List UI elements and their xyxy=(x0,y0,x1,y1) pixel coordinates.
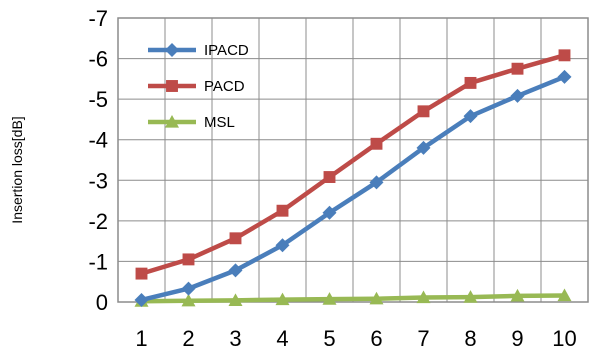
data-series xyxy=(134,49,572,307)
legend-label: IPACD xyxy=(204,42,249,59)
data-point-ipacd xyxy=(557,69,572,84)
data-point-ipacd xyxy=(181,281,196,296)
data-point-msl xyxy=(510,288,525,302)
data-point-msl xyxy=(181,293,196,307)
data-point-pacd xyxy=(276,204,289,217)
x-tick-label: 3 xyxy=(229,326,241,351)
legend-label: PACD xyxy=(204,78,245,95)
data-point-pacd xyxy=(464,76,477,89)
y-tick-label: -5 xyxy=(88,87,108,112)
x-tick-label: 6 xyxy=(370,326,382,351)
y-axis-label: Insertion loss[dB] xyxy=(9,116,25,223)
data-point-ipacd xyxy=(322,205,337,220)
x-tick-label: 1 xyxy=(135,326,147,351)
y-tick-label: -4 xyxy=(88,128,108,153)
data-point-pacd xyxy=(182,253,195,266)
legend-item-ipacd: IPACD xyxy=(148,42,249,59)
data-point-msl xyxy=(463,290,478,303)
series-pacd xyxy=(135,49,571,280)
legend-marker xyxy=(166,80,178,92)
series-line-pacd xyxy=(140,53,566,276)
data-point-msl xyxy=(369,291,384,305)
y-axis-ticks: 0 -1 -2 -3 -4 -5 -6 -7 xyxy=(88,6,108,315)
x-tick-label: 7 xyxy=(417,326,429,351)
x-axis-ticks: 1 2 3 4 5 6 7 8 9 10 xyxy=(135,326,576,351)
data-point-ipacd xyxy=(463,109,478,124)
series-ipacd xyxy=(134,69,572,307)
x-tick-label: 9 xyxy=(511,326,523,351)
x-tick-label: 8 xyxy=(464,326,476,351)
legend-item-pacd: PACD xyxy=(148,78,245,95)
data-point-msl xyxy=(322,292,337,305)
data-point-ipacd xyxy=(134,292,149,307)
x-tick-label: 2 xyxy=(182,326,194,351)
legend-label: MSL xyxy=(204,114,235,131)
data-point-pacd xyxy=(511,62,524,75)
y-tick-label: 0 xyxy=(96,290,108,315)
data-point-msl xyxy=(228,293,243,306)
x-tick-label: 10 xyxy=(552,326,576,351)
data-point-ipacd xyxy=(228,263,243,278)
plot-area-border xyxy=(117,17,589,303)
x-tick-label: 5 xyxy=(323,326,335,351)
data-point-ipacd xyxy=(369,175,384,190)
data-point-ipacd xyxy=(275,238,290,253)
y-tick-label: -3 xyxy=(88,168,108,193)
series-line-msl xyxy=(141,293,565,304)
data-point-ipacd xyxy=(416,140,431,155)
legend-marker xyxy=(165,43,179,57)
x-tick-label: 4 xyxy=(276,326,288,351)
data-point-pacd xyxy=(558,49,571,62)
legend: IPACD PACD MSL xyxy=(148,42,249,131)
data-point-pacd xyxy=(229,232,242,245)
legend-marker xyxy=(165,115,179,128)
data-point-msl xyxy=(557,288,572,302)
data-point-pacd xyxy=(417,105,430,118)
data-point-msl xyxy=(275,292,290,306)
data-point-pacd xyxy=(135,267,148,280)
data-point-pacd xyxy=(370,137,383,150)
legend-item-msl: MSL xyxy=(148,114,235,131)
y-tick-label: -2 xyxy=(88,209,108,234)
series-line-ipacd xyxy=(140,74,566,303)
data-point-pacd xyxy=(323,171,336,183)
y-tick-label: -6 xyxy=(88,47,108,72)
data-point-msl xyxy=(416,290,431,304)
y-tick-label: -1 xyxy=(88,249,108,274)
data-point-ipacd xyxy=(510,88,525,103)
y-tick-label: -7 xyxy=(88,6,108,31)
